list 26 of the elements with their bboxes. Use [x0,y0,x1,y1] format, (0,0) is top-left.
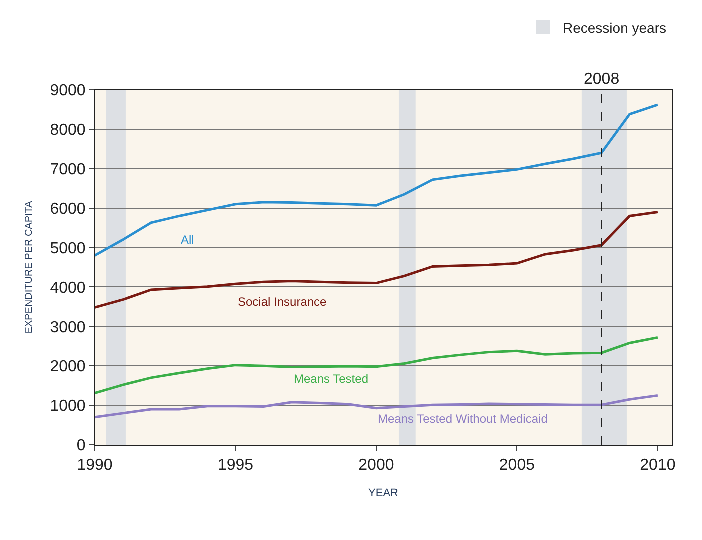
y-tick-label: 3000 [50,319,86,336]
x-tick-label: 2000 [358,457,394,474]
y-tick-label: 4000 [50,280,86,297]
y-tick-label: 7000 [50,161,86,178]
y-tick-label: 1000 [50,398,86,416]
y-tick-label: 6000 [50,200,86,218]
x-tick-label: 2005 [499,457,536,474]
y-tick-label: 2000 [50,358,86,376]
line-series [95,104,660,257]
line-series [95,336,660,395]
y-tick-label: 5000 [50,240,86,258]
series-label: Means Tested [294,372,368,386]
y-tick-label: 0 [76,438,86,455]
x-tick-label: 1990 [77,457,113,474]
series-label: Means Tested Without Medicaid [378,412,548,426]
y-tick-label: 9000 [50,82,86,100]
y-axis-title: EXPENDITURE PER CAPITA [24,200,36,334]
x-axis-title: YEAR [368,487,399,500]
ref-line-label: 2008 [584,71,620,88]
series-label: Social Insurance [238,295,328,309]
series-label: All [181,233,194,247]
x-tick-label: 2010 [640,457,676,474]
x-tick-label: 1995 [218,457,254,474]
line-series [95,211,660,309]
legend-label: Recession years [563,20,666,36]
y-tick-label: 8000 [50,122,86,140]
